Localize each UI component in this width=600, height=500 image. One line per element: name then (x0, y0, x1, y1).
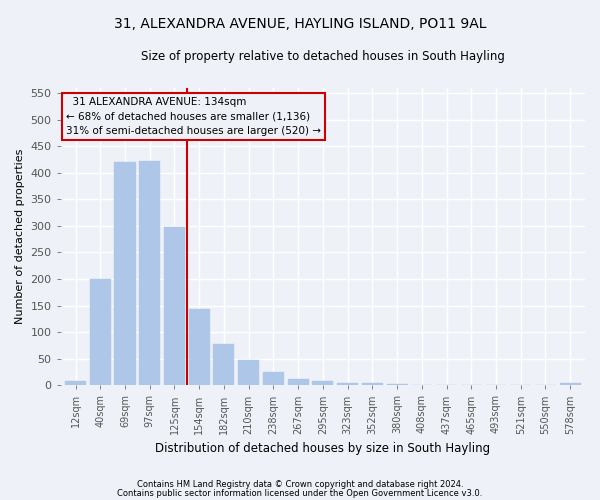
Bar (65, 381, 86, 386)
Bar (287, 379, 308, 386)
Bar (214, 344, 235, 386)
Title: Size of property relative to detached houses in South Hayling: Size of property relative to detached ho… (141, 50, 505, 63)
Bar (188, 310, 210, 386)
Bar (386, 384, 407, 386)
X-axis label: Distribution of detached houses by size in South Hayling: Distribution of detached houses by size … (155, 442, 490, 455)
Bar (362, 382, 383, 386)
Text: Contains public sector information licensed under the Open Government Licence v3: Contains public sector information licen… (118, 489, 482, 498)
Bar (313, 381, 334, 386)
Bar (164, 227, 185, 386)
Text: 31 ALEXANDRA AVENUE: 134sqm
← 68% of detached houses are smaller (1,136)
31% of : 31 ALEXANDRA AVENUE: 134sqm ← 68% of det… (66, 96, 321, 136)
Bar (238, 360, 259, 386)
Bar (411, 384, 432, 386)
Y-axis label: Number of detached properties: Number of detached properties (15, 149, 25, 324)
Bar (560, 383, 581, 386)
Bar (263, 372, 284, 386)
Bar (139, 161, 160, 386)
Bar (90, 279, 111, 386)
Bar (337, 382, 358, 386)
Text: 31, ALEXANDRA AVENUE, HAYLING ISLAND, PO11 9AL: 31, ALEXANDRA AVENUE, HAYLING ISLAND, PO… (114, 18, 486, 32)
Text: Contains HM Land Registry data © Crown copyright and database right 2024.: Contains HM Land Registry data © Crown c… (137, 480, 463, 489)
Bar (115, 162, 136, 386)
